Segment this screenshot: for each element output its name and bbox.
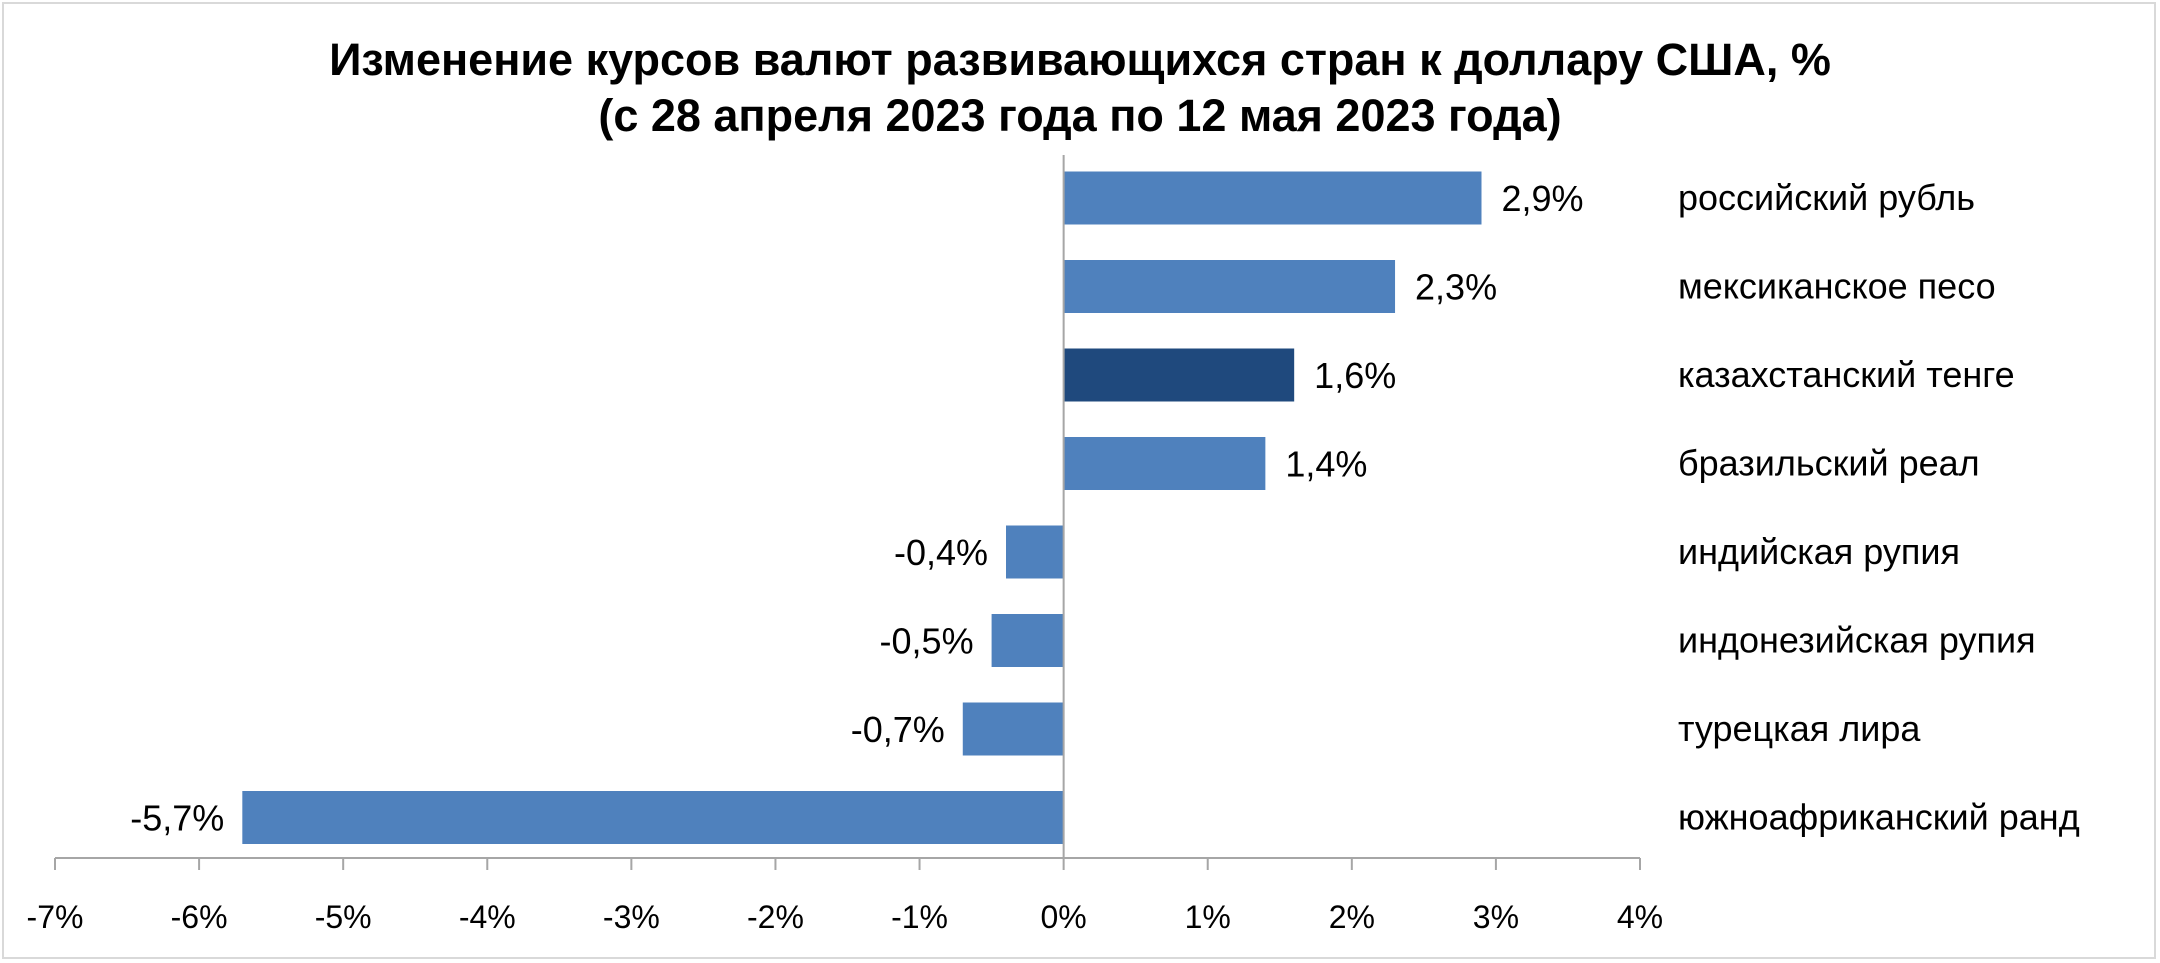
category-label: бразильский реал — [1678, 443, 1980, 484]
data-label: -0,5% — [880, 621, 974, 662]
data-label: -0,7% — [851, 709, 945, 750]
category-label: южноафриканский ранд — [1678, 797, 2080, 838]
x-tick-label: -1% — [891, 899, 948, 935]
category-label: российский рубль — [1678, 177, 1975, 218]
category-label: индонезийская рупия — [1678, 620, 2036, 661]
data-label: -5,7% — [130, 798, 224, 839]
bar — [1063, 348, 1295, 402]
category-label: казахстанский тенге — [1678, 354, 2015, 395]
bar — [1006, 525, 1064, 579]
bar — [1063, 171, 1482, 225]
category-label: мексиканское песо — [1678, 266, 1996, 307]
x-tick-label: -2% — [747, 899, 804, 935]
x-tick-label: 1% — [1185, 899, 1231, 935]
data-label: 1,6% — [1314, 355, 1396, 396]
x-tick-label: -7% — [27, 899, 84, 935]
bar — [991, 614, 1064, 667]
data-label: 2,9% — [1502, 178, 1584, 219]
data-label: -0,4% — [894, 532, 988, 573]
bar — [242, 791, 1064, 844]
data-label: 2,3% — [1415, 267, 1497, 308]
x-tick-label: 4% — [1617, 899, 1663, 935]
x-tick-label: 2% — [1329, 899, 1375, 935]
chart-title: Изменение курсов валют развивающихся стр… — [329, 34, 1831, 85]
bar — [962, 702, 1064, 756]
category-label: индийская рупия — [1678, 531, 1960, 572]
bar — [1063, 260, 1396, 313]
x-tick-label: -6% — [171, 899, 228, 935]
x-tick-label: -4% — [459, 899, 516, 935]
bar — [1063, 437, 1266, 490]
category-label: турецкая лира — [1678, 708, 1921, 749]
data-label: 1,4% — [1285, 444, 1367, 485]
x-tick-label: 3% — [1473, 899, 1519, 935]
x-tick-label: 0% — [1041, 899, 1087, 935]
x-tick-label: -5% — [315, 899, 372, 935]
x-tick-label: -3% — [603, 899, 660, 935]
chart-subtitle: (с 28 апреля 2023 года по 12 мая 2023 го… — [598, 90, 1562, 141]
